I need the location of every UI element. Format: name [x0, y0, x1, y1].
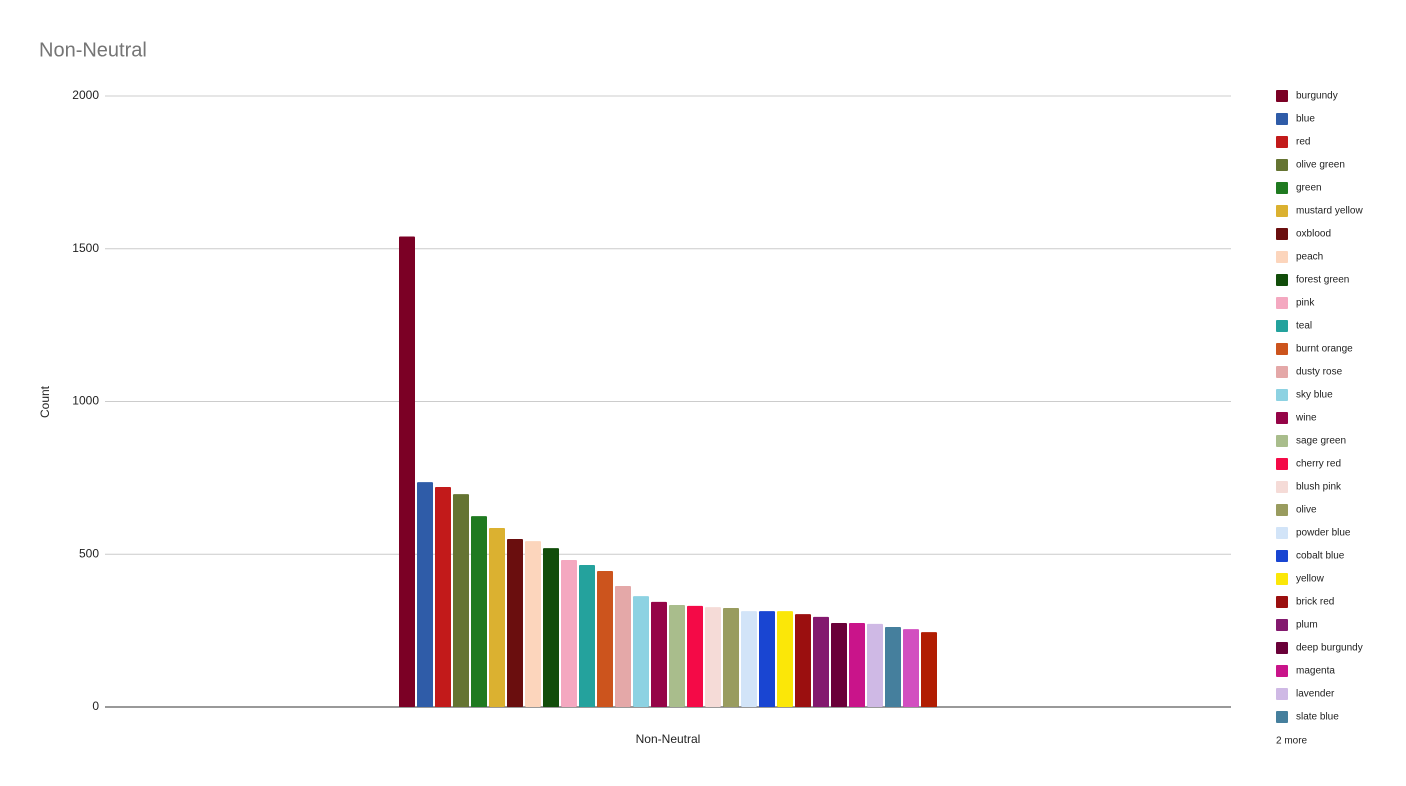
legend-label: cobalt blue	[1296, 551, 1345, 562]
legend-label: burnt orange	[1296, 344, 1353, 355]
legend-swatch	[1276, 113, 1288, 125]
legend-label: mustard yellow	[1296, 206, 1363, 217]
legend-swatch	[1276, 435, 1288, 447]
bar	[759, 611, 775, 707]
legend-swatch	[1276, 550, 1288, 562]
legend-swatch	[1276, 596, 1288, 608]
legend-label: blush pink	[1296, 482, 1342, 493]
bar	[723, 608, 739, 707]
legend-swatch	[1276, 205, 1288, 217]
legend-label: cherry red	[1296, 459, 1341, 470]
legend-swatch	[1276, 642, 1288, 654]
y-tick-label: 1500	[72, 241, 99, 255]
bar	[885, 626, 901, 707]
legend-swatch	[1276, 343, 1288, 355]
y-tick-label: 2000	[72, 88, 99, 102]
bar	[489, 527, 505, 707]
legend-label: yellow	[1296, 574, 1325, 585]
bar	[903, 629, 919, 707]
legend-label: olive	[1296, 505, 1317, 516]
legend-swatch	[1276, 297, 1288, 309]
legend-label: powder blue	[1296, 528, 1351, 539]
legend-label: sky blue	[1296, 390, 1333, 401]
bar	[633, 596, 649, 707]
legend-more: 2 more	[1276, 736, 1308, 747]
legend-label: slate blue	[1296, 712, 1339, 723]
legend-swatch	[1276, 527, 1288, 539]
legend-label: oxblood	[1296, 229, 1331, 240]
legend-label: red	[1296, 137, 1310, 148]
bar	[831, 622, 847, 707]
x-tick-label: Non-Neutral	[636, 732, 701, 746]
bar	[597, 571, 613, 707]
bar	[777, 611, 793, 707]
bar	[525, 541, 541, 707]
legend-label: wine	[1295, 413, 1317, 424]
y-axis-title: Count	[38, 385, 52, 418]
bar	[867, 623, 883, 707]
legend-swatch	[1276, 688, 1288, 700]
chart-title: Non-Neutral	[39, 39, 147, 61]
legend-label: magenta	[1296, 666, 1335, 677]
y-tick-label: 0	[92, 699, 99, 713]
legend-swatch	[1276, 458, 1288, 470]
legend-swatch	[1276, 504, 1288, 516]
legend-label: burgundy	[1296, 91, 1338, 102]
legend-label: dusty rose	[1296, 367, 1343, 378]
legend-label: sage green	[1296, 436, 1346, 447]
bar	[687, 605, 703, 707]
legend-swatch	[1276, 274, 1288, 286]
bar	[921, 632, 937, 707]
legend-swatch	[1276, 619, 1288, 631]
bar	[507, 538, 523, 707]
y-tick-label: 500	[79, 546, 99, 560]
legend-label: brick red	[1296, 597, 1334, 608]
legend-swatch	[1276, 182, 1288, 194]
legend-swatch	[1276, 366, 1288, 378]
bar	[561, 560, 577, 707]
legend-swatch	[1276, 90, 1288, 102]
legend-swatch	[1276, 481, 1288, 493]
legend-swatch	[1276, 412, 1288, 424]
legend-label: plum	[1296, 620, 1318, 631]
bar	[705, 607, 721, 707]
legend-label: green	[1296, 183, 1322, 194]
legend-label: teal	[1296, 321, 1312, 332]
bar	[813, 616, 829, 707]
bar	[471, 516, 487, 707]
legend-label: deep burgundy	[1296, 643, 1363, 654]
legend-swatch	[1276, 159, 1288, 171]
y-tick-label: 1000	[72, 394, 99, 408]
legend-swatch	[1276, 228, 1288, 240]
legend-swatch	[1276, 389, 1288, 401]
legend-label: blue	[1296, 114, 1315, 125]
bar	[579, 564, 595, 707]
bar	[651, 601, 667, 707]
legend-label: peach	[1296, 252, 1323, 263]
bar	[417, 482, 433, 707]
bar	[669, 604, 685, 707]
bar	[453, 494, 469, 707]
bar	[543, 548, 559, 707]
bar	[615, 586, 631, 707]
bar	[849, 622, 865, 707]
legend-swatch	[1276, 573, 1288, 585]
legend-swatch	[1276, 665, 1288, 677]
legend-swatch	[1276, 711, 1288, 723]
legend-swatch	[1276, 320, 1288, 332]
legend-swatch	[1276, 136, 1288, 148]
bar	[435, 487, 451, 707]
legend-swatch	[1276, 251, 1288, 263]
bar	[399, 236, 415, 707]
legend-label: olive green	[1296, 160, 1345, 171]
bar	[795, 614, 811, 707]
legend-label: forest green	[1296, 275, 1349, 286]
legend-label: pink	[1296, 298, 1315, 309]
legend-label: lavender	[1296, 689, 1335, 700]
bar	[741, 611, 757, 707]
